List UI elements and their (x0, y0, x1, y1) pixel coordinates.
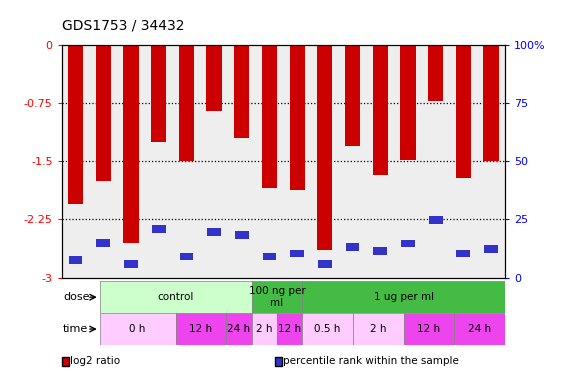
Text: 12 h: 12 h (278, 324, 301, 334)
Bar (401, 45, 416, 160)
Bar (428, 45, 443, 101)
Bar (429, 216, 443, 224)
Bar (484, 245, 498, 253)
Text: log2 ratio: log2 ratio (70, 357, 120, 366)
Bar (374, 247, 387, 255)
Bar (290, 250, 304, 257)
Bar (176, 313, 226, 345)
Bar (252, 281, 302, 313)
Bar (100, 281, 252, 313)
Text: 24 h: 24 h (227, 324, 251, 334)
Text: control: control (158, 292, 194, 302)
Bar (345, 45, 360, 146)
Bar (96, 239, 110, 246)
Text: 12 h: 12 h (417, 324, 440, 334)
Bar (179, 45, 194, 161)
Bar (456, 45, 471, 178)
Text: GDS1753 / 34432: GDS1753 / 34432 (62, 19, 184, 33)
Bar (235, 231, 249, 239)
Bar (152, 225, 165, 232)
Bar (180, 253, 193, 261)
Bar (403, 313, 454, 345)
Bar (262, 45, 277, 188)
Bar (68, 45, 83, 204)
Text: time: time (63, 324, 88, 334)
Bar (289, 45, 305, 190)
Bar (346, 243, 360, 251)
Bar (234, 45, 250, 138)
Bar (302, 281, 505, 313)
Text: 1 ug per ml: 1 ug per ml (374, 292, 434, 302)
Text: 0.5 h: 0.5 h (314, 324, 341, 334)
Bar (484, 45, 499, 161)
Bar (124, 261, 138, 268)
Text: 2 h: 2 h (370, 324, 387, 334)
Bar (252, 313, 277, 345)
Text: 2 h: 2 h (256, 324, 273, 334)
Bar (151, 45, 166, 142)
Text: 24 h: 24 h (468, 324, 491, 334)
Bar (95, 45, 111, 181)
Bar (302, 313, 353, 345)
Text: dose: dose (63, 292, 89, 302)
Bar (123, 45, 139, 243)
Bar (317, 45, 333, 251)
Bar (454, 313, 505, 345)
Bar (401, 240, 415, 247)
Bar (373, 45, 388, 175)
Text: 0 h: 0 h (130, 324, 146, 334)
Text: percentile rank within the sample: percentile rank within the sample (283, 357, 459, 366)
Bar (263, 253, 277, 261)
Bar (206, 45, 222, 111)
Bar (207, 228, 221, 236)
Bar (457, 250, 470, 257)
Text: 12 h: 12 h (190, 324, 213, 334)
Bar (226, 313, 252, 345)
Bar (277, 313, 302, 345)
Bar (100, 313, 176, 345)
Text: 100 ng per
ml: 100 ng per ml (249, 286, 305, 308)
Bar (318, 261, 332, 268)
Bar (68, 256, 82, 264)
Bar (353, 313, 403, 345)
